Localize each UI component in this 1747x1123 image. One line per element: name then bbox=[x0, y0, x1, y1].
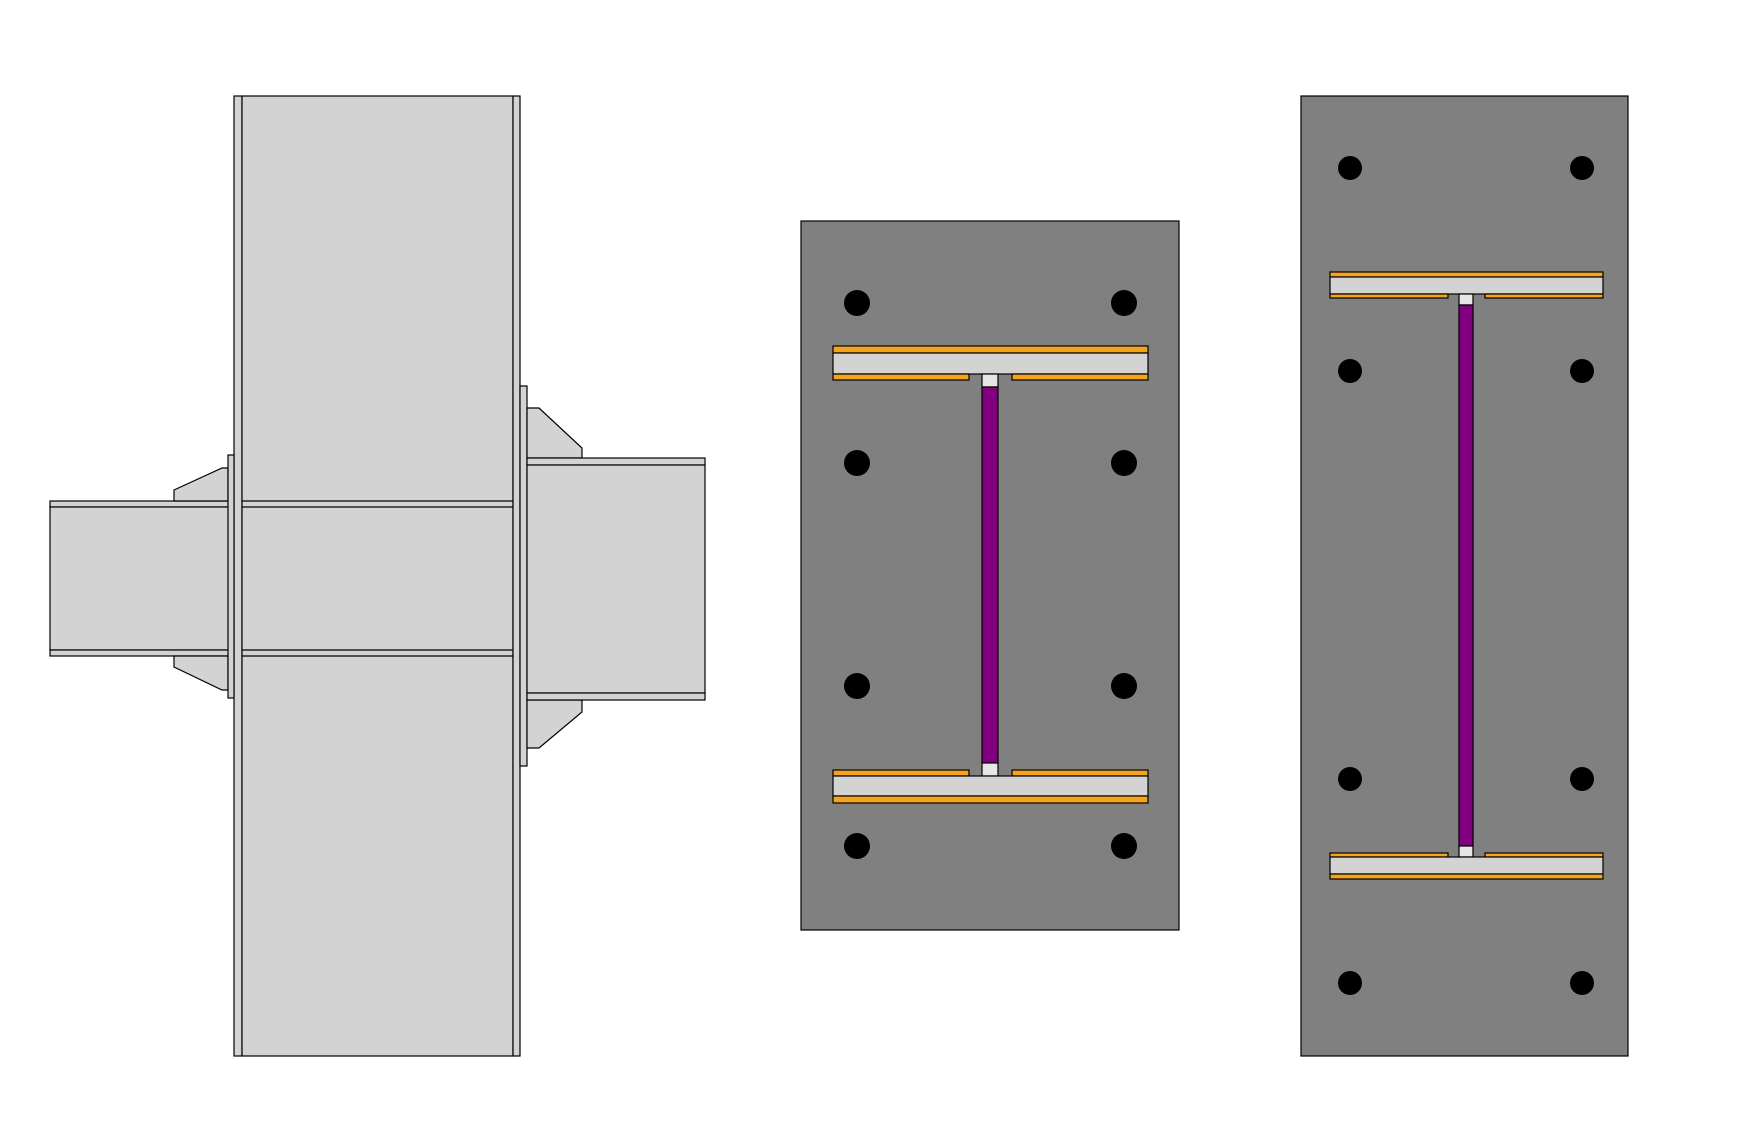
left-beam bbox=[49, 500, 236, 657]
bolt bbox=[1570, 359, 1594, 383]
bolt bbox=[1111, 290, 1137, 316]
weld-top-flange-inner-left bbox=[832, 373, 970, 381]
left-bottom-haunch-stiffener bbox=[173, 655, 229, 691]
weld-bottom-flange-inner-right bbox=[1011, 769, 1149, 777]
weld-top-flange-inner-left bbox=[1329, 293, 1449, 299]
bolt bbox=[1570, 971, 1594, 995]
end-plate-short-view bbox=[800, 220, 1180, 931]
bolt bbox=[844, 673, 870, 699]
weld-top-flange-inner-right bbox=[1011, 373, 1149, 381]
column-right-flange bbox=[512, 95, 521, 1057]
beam-bottom-flange-section bbox=[832, 775, 1149, 797]
weld-web bbox=[1458, 304, 1474, 847]
beam-top-flange-section bbox=[832, 352, 1149, 375]
weld-top-flange-outer bbox=[832, 345, 1149, 354]
bolt bbox=[1111, 450, 1137, 476]
column-web bbox=[241, 95, 514, 1057]
side-elevation-view bbox=[49, 95, 706, 1057]
bolt bbox=[1338, 767, 1362, 791]
right-beam-web bbox=[526, 464, 706, 694]
end-plate-short-bolts bbox=[844, 290, 1137, 859]
left-beam-web bbox=[49, 506, 236, 651]
web-stiffener-bottom bbox=[981, 762, 999, 777]
end-plate-tall-bolts bbox=[1338, 156, 1594, 995]
right-beam-top-flange bbox=[526, 457, 706, 466]
right-bottom-haunch-stiffener bbox=[526, 699, 583, 749]
right-top-haunch-stiffener bbox=[526, 407, 583, 459]
weld-web bbox=[981, 386, 999, 764]
right-beam bbox=[526, 457, 706, 701]
left-top-haunch-stiffener bbox=[173, 467, 229, 502]
bolt bbox=[1111, 833, 1137, 859]
web-stiffener-top bbox=[981, 373, 999, 388]
column-left-flange bbox=[233, 95, 243, 1057]
beam-top-flange-section bbox=[1329, 276, 1604, 295]
bolt bbox=[1338, 359, 1362, 383]
weld-bottom-flange-outer bbox=[832, 795, 1149, 804]
weld-bottom-flange-outer bbox=[1329, 873, 1604, 880]
right-beam-bottom-flange bbox=[526, 692, 706, 701]
column bbox=[233, 95, 521, 1057]
end-plate-tall-view bbox=[1300, 95, 1629, 1057]
web-stiffener-bottom bbox=[1458, 845, 1474, 858]
bolt bbox=[1570, 767, 1594, 791]
beam-bottom-flange-section bbox=[1329, 856, 1604, 875]
weld-top-flange-outer bbox=[1329, 271, 1604, 278]
left-end-plate bbox=[227, 454, 235, 699]
bolt bbox=[1338, 971, 1362, 995]
web-stiffener-top bbox=[1458, 293, 1474, 306]
weld-bottom-flange-inner-left bbox=[832, 769, 970, 777]
bolt bbox=[844, 450, 870, 476]
left-beam-bottom-flange bbox=[49, 649, 236, 657]
bolt bbox=[1111, 673, 1137, 699]
right-end-plate bbox=[519, 385, 528, 767]
weld-top-flange-inner-right bbox=[1484, 293, 1604, 299]
bolt bbox=[1338, 156, 1362, 180]
bolt bbox=[844, 833, 870, 859]
bolt bbox=[1570, 156, 1594, 180]
bolt bbox=[844, 290, 870, 316]
left-beam-top-flange bbox=[49, 500, 236, 508]
